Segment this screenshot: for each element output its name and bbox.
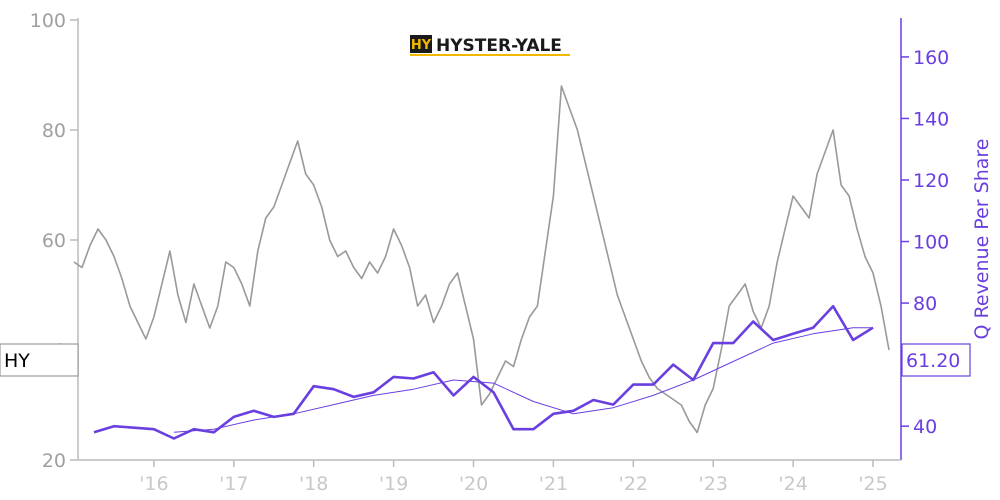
ticker-badge-box [0,343,79,377]
x-tick-label: '20 [459,473,488,495]
x-tick-label: '24 [778,473,807,495]
logo-monogram-box [410,35,432,53]
left-y-ticks: 20406080100 [30,10,78,472]
x-tick-label: '25 [858,473,887,495]
x-ticks: '16 '17 '18 '19 '20 '21 '22 '23 '24 '25 [139,460,888,495]
right-y-tick-label: 100 [913,232,949,254]
revenue-line [93,304,874,440]
x-tick-label: '22 [619,473,648,495]
plot-series [73,85,890,440]
price-line [73,85,890,434]
current-value-badge: 61.20 [901,343,971,377]
logo-text: HYSTER-YALE [436,36,562,56]
current-value-label: 61.20 [906,350,960,372]
right-y-tick-label: 120 [913,170,949,192]
left-y-tick-label: 80 [42,120,66,142]
left-y-tick-label: 20 [42,450,66,472]
right-y-tick-label: 40 [913,416,937,438]
x-tick-label: '16 [139,473,168,495]
x-tick-label: '18 [299,473,328,495]
logo-monogram: HY [411,38,432,53]
x-tick-label: '19 [379,473,408,495]
x-tick-label: '17 [219,473,248,495]
ticker-label: HY [4,350,30,372]
left-y-tick-label: 60 [42,230,66,252]
right-y-tick-label: 140 [913,108,949,130]
x-tick-label: '23 [699,473,728,495]
left-y-tick-label: 100 [30,10,66,32]
right-y-tick-label: 80 [913,293,937,315]
revenue-trend-line [173,327,873,433]
right-y-tick-label: 160 [913,47,949,69]
x-tick-label: '21 [539,473,568,495]
current-value-box [901,343,971,377]
right-y-axis-label: Q Revenue Per Share [971,139,993,340]
right-y-ticks: 406080100120140160 [901,47,949,438]
ticker-badge: HY [0,343,79,377]
company-logo: HY HYSTER-YALE [410,35,570,56]
